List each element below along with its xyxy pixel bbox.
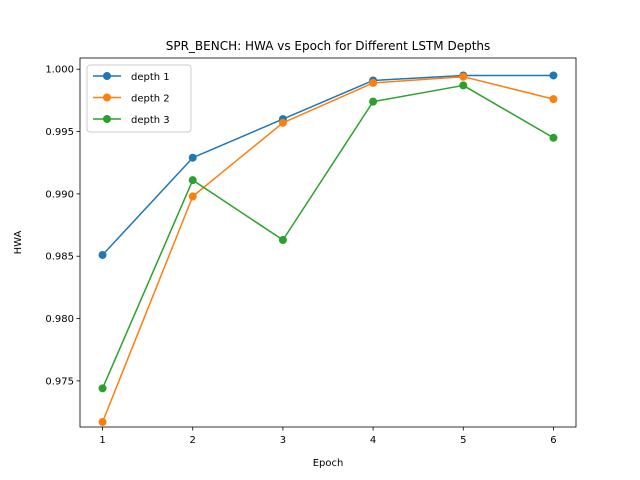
- legend-label: depth 3: [131, 115, 170, 126]
- data-point: [549, 71, 558, 80]
- y-tick-label: 0.975: [45, 376, 74, 387]
- x-tick-label: 2: [190, 435, 196, 446]
- y-tick-label: 1.000: [45, 65, 74, 76]
- legend-item: depth 2: [93, 93, 170, 105]
- axes-frame: [79, 57, 577, 428]
- data-point: [278, 118, 287, 127]
- x-tick-label: 1: [99, 435, 105, 446]
- data-point: [98, 384, 107, 393]
- y-axis: 0.975 0.980 0.985 0.990 0.995 1.000: [45, 65, 80, 387]
- data-point: [369, 78, 378, 87]
- data-point: [98, 418, 107, 427]
- y-tick-label: 0.985: [45, 252, 74, 263]
- legend-swatch-marker: [103, 72, 111, 80]
- legend-item: depth 1: [93, 72, 170, 83]
- series-3: [98, 81, 558, 393]
- x-axis: 1 2 3 4 5 6: [99, 427, 557, 446]
- series-line: [101, 75, 554, 423]
- legend-label: depth 2: [131, 94, 170, 105]
- data-point: [549, 95, 558, 104]
- legend-swatch-marker: [103, 115, 111, 123]
- legend-label: depth 1: [131, 72, 170, 83]
- data-point: [188, 192, 197, 201]
- plot-area: [98, 71, 558, 427]
- data-point: [459, 72, 468, 81]
- y-axis-label: HWA: [13, 230, 24, 254]
- chart-title: SPR_BENCH: HWA vs Epoch for Different LS…: [166, 39, 491, 53]
- x-tick-label: 4: [370, 435, 376, 446]
- series-line: [101, 74, 554, 256]
- y-tick-label: 0.990: [45, 189, 74, 200]
- x-tick-label: 3: [280, 435, 286, 446]
- data-point: [369, 97, 378, 106]
- legend: depth 1 depth 2 depth 3: [86, 64, 192, 133]
- legend-item: depth 3: [93, 115, 170, 126]
- y-tick-label: 0.980: [45, 314, 74, 325]
- data-point: [98, 250, 107, 259]
- data-point: [459, 81, 468, 90]
- data-point: [188, 153, 197, 162]
- series-2: [98, 72, 558, 427]
- legend-swatch-marker: [103, 93, 111, 102]
- y-tick-label: 0.995: [45, 127, 74, 138]
- data-point: [188, 176, 197, 185]
- data-point: [549, 133, 558, 142]
- x-axis-label: Epoch: [313, 458, 344, 469]
- x-tick-label: 5: [460, 435, 466, 446]
- data-point: [278, 236, 287, 245]
- legend-box: [86, 64, 192, 133]
- x-tick-label: 6: [550, 435, 556, 446]
- series-line: [101, 84, 554, 389]
